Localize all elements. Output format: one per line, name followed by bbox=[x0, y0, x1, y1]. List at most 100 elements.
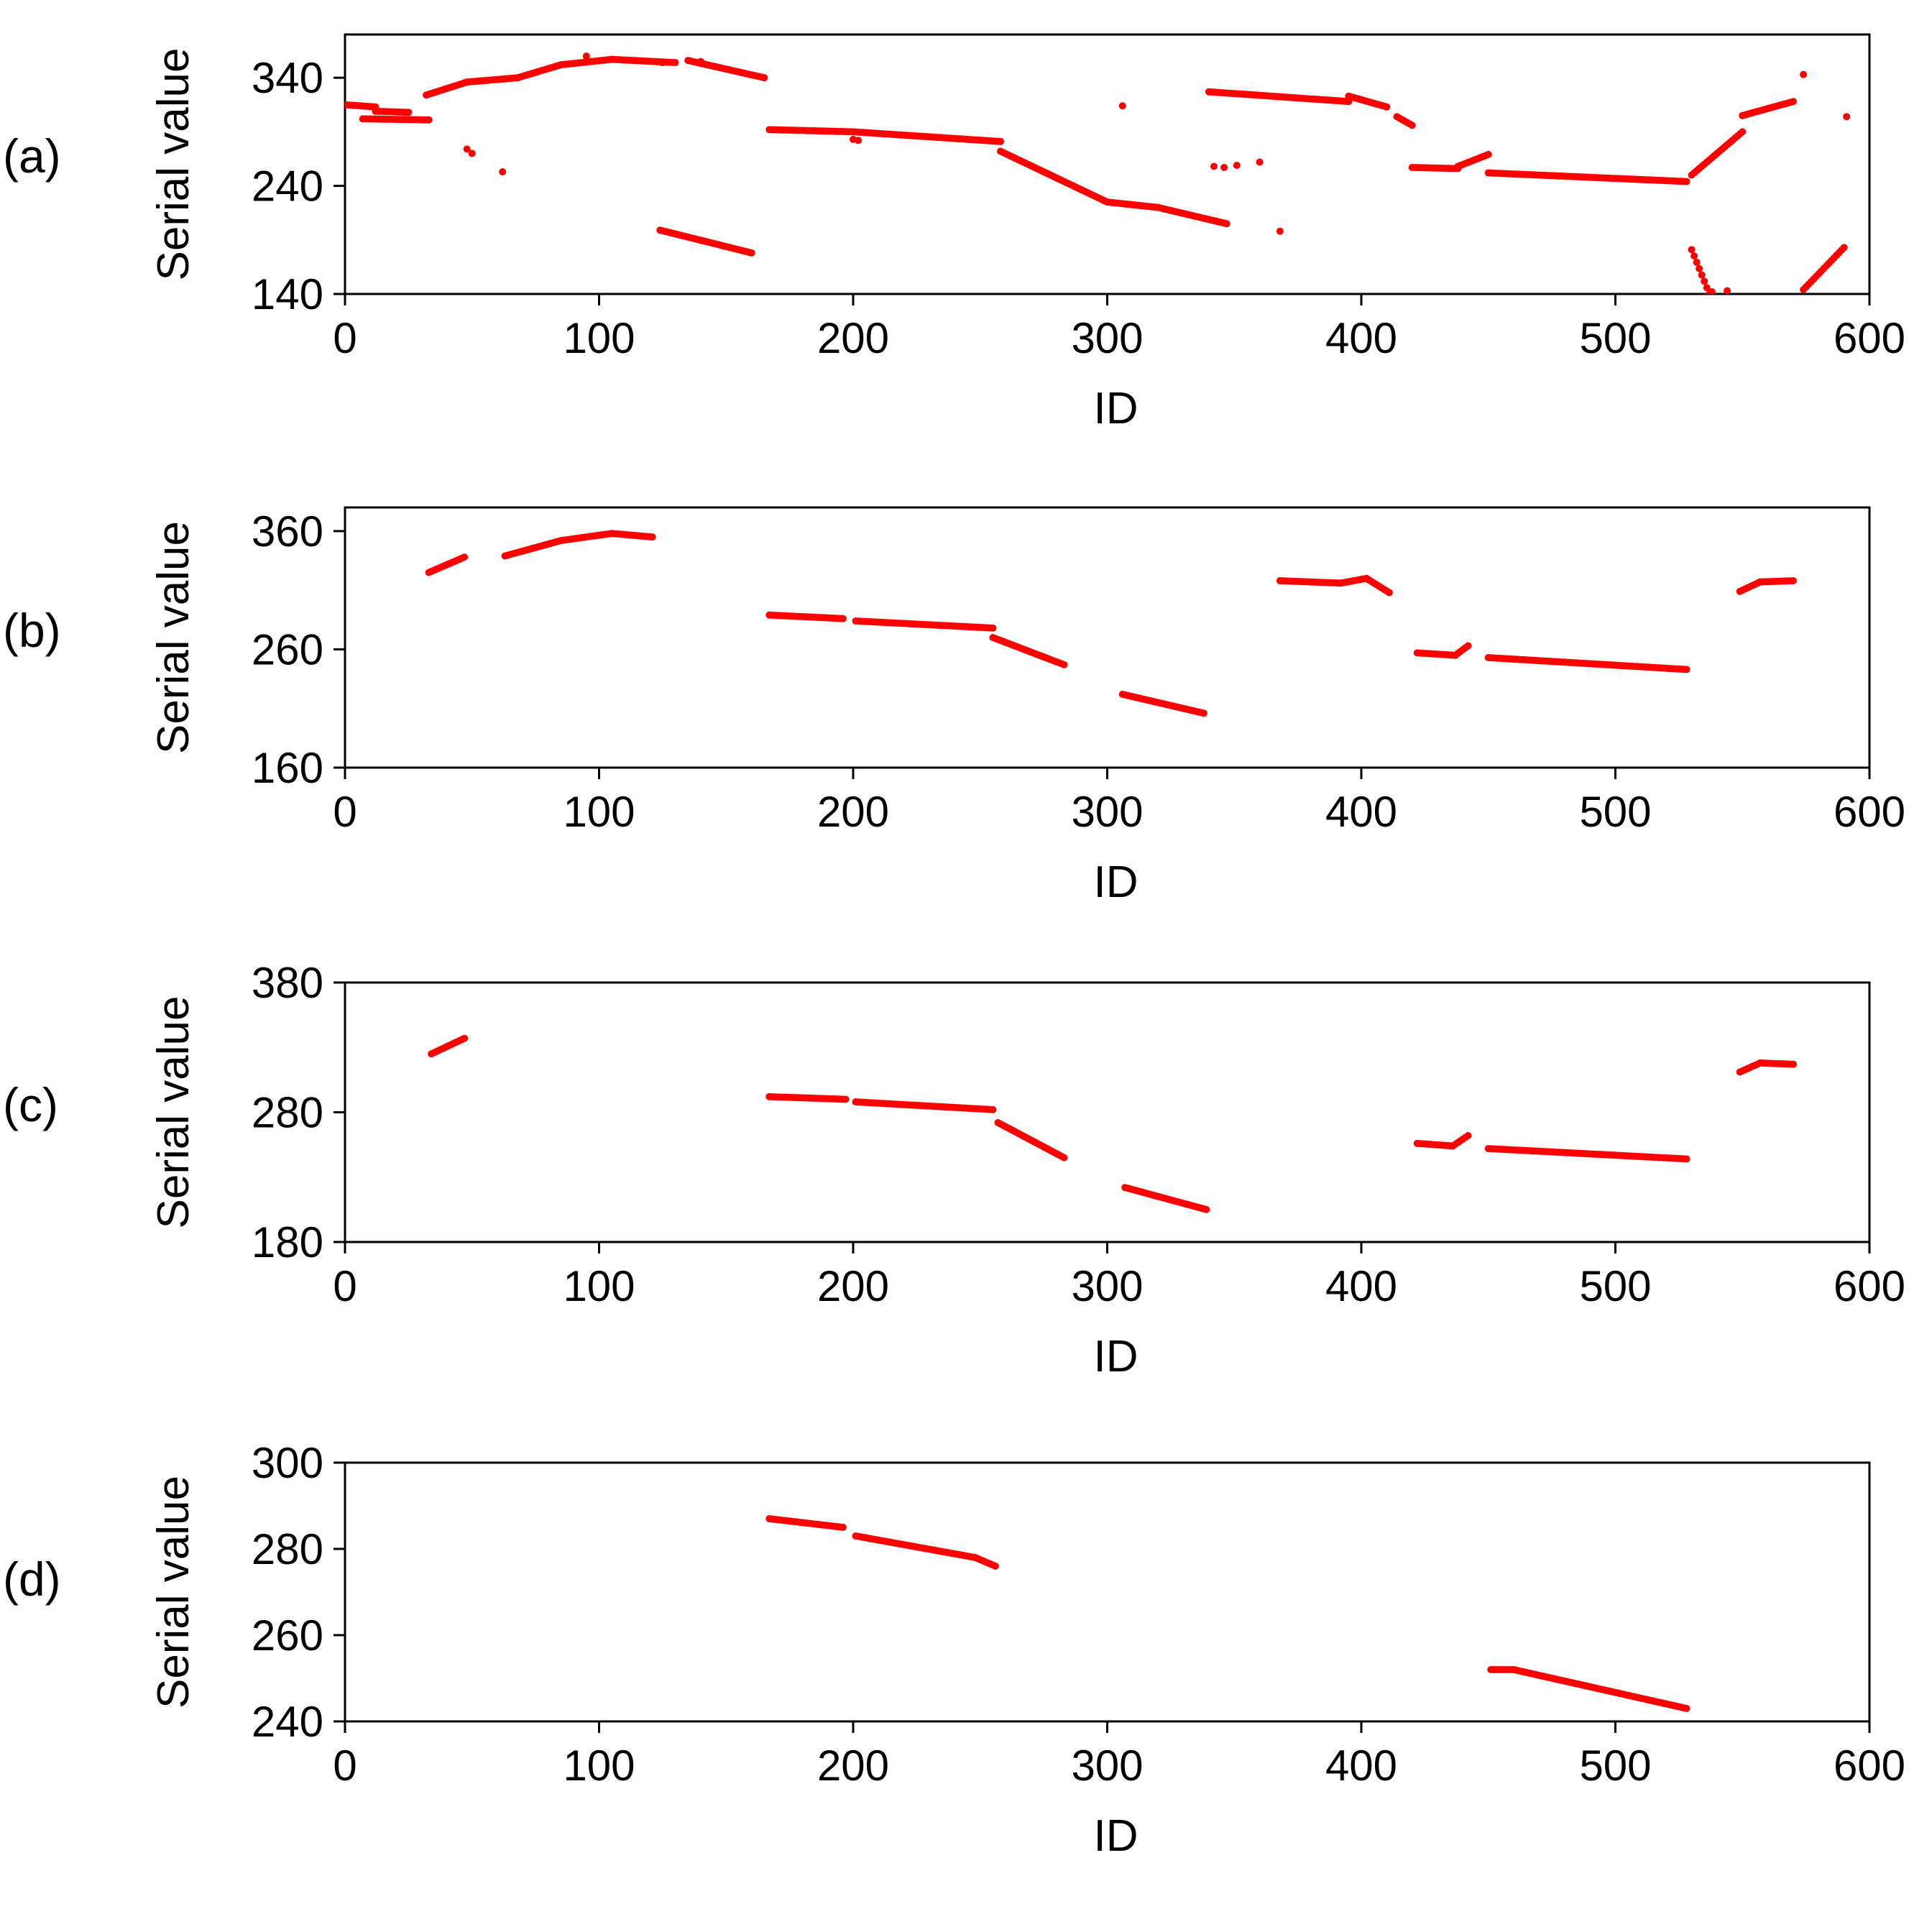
y-tick-label: 240 bbox=[252, 162, 323, 211]
x-tick-label: 500 bbox=[1579, 1262, 1651, 1310]
data-point bbox=[1688, 246, 1696, 254]
data-point bbox=[671, 59, 679, 67]
y-axis-title: Serial value bbox=[149, 521, 198, 754]
plot-frame bbox=[344, 506, 1871, 769]
x-axis-title: ID bbox=[1094, 1811, 1138, 1861]
plot-frame bbox=[344, 981, 1871, 1243]
data-point bbox=[1789, 98, 1797, 106]
data-point bbox=[1683, 1155, 1690, 1163]
x-tick-label: 500 bbox=[1579, 788, 1651, 836]
y-tick-label: 300 bbox=[252, 1439, 323, 1487]
data-point bbox=[1383, 103, 1391, 111]
data-point bbox=[1210, 162, 1218, 170]
data-point bbox=[1202, 1205, 1210, 1213]
data-point bbox=[648, 533, 656, 541]
x-tick-label: 400 bbox=[1325, 1742, 1397, 1790]
data-points bbox=[765, 1515, 1690, 1712]
y-axis-title: Serial value bbox=[149, 1476, 198, 1708]
data-point bbox=[1739, 128, 1747, 136]
data-point bbox=[1789, 1060, 1797, 1068]
data-point bbox=[1060, 1154, 1068, 1162]
data-point bbox=[1724, 287, 1731, 294]
data-point bbox=[468, 150, 476, 157]
data-point bbox=[839, 615, 847, 622]
data-points bbox=[345, 52, 1851, 294]
data-point bbox=[461, 553, 469, 561]
data-point bbox=[1276, 227, 1284, 235]
x-axis-title: ID bbox=[1094, 384, 1138, 433]
data-point bbox=[1789, 577, 1797, 585]
x-axis-title: ID bbox=[1094, 1332, 1138, 1381]
data-point bbox=[989, 624, 997, 632]
data-point bbox=[1233, 162, 1241, 170]
data-point bbox=[1220, 164, 1228, 172]
data-point bbox=[499, 168, 507, 176]
x-tick-label: 600 bbox=[1834, 1742, 1905, 1790]
y-tick-label: 260 bbox=[252, 625, 323, 673]
data-points bbox=[428, 1034, 1797, 1213]
x-tick-label: 600 bbox=[1834, 314, 1905, 362]
data-point bbox=[997, 137, 1005, 145]
data-point bbox=[1464, 1131, 1472, 1139]
y-tick-label: 260 bbox=[252, 1611, 323, 1660]
data-point bbox=[1464, 642, 1472, 650]
x-tick-label: 0 bbox=[333, 1262, 356, 1310]
y-tick-label: 240 bbox=[252, 1698, 323, 1746]
panel-label: (d) bbox=[3, 1552, 61, 1606]
data-point bbox=[1223, 220, 1230, 228]
data-point bbox=[1683, 666, 1690, 673]
data-points bbox=[425, 530, 1797, 717]
data-point bbox=[1698, 271, 1706, 279]
x-tick-label: 100 bbox=[563, 1742, 635, 1790]
x-tick-label: 200 bbox=[817, 1262, 889, 1310]
y-axis-title: Serial value bbox=[149, 48, 198, 281]
x-tick-label: 500 bbox=[1579, 314, 1651, 362]
x-tick-label: 200 bbox=[817, 314, 889, 362]
x-tick-label: 200 bbox=[817, 788, 889, 836]
panel-b: 0 100 200 300 400 500 600 160 260 360 ID Serial val… bbox=[3, 506, 1905, 907]
data-point bbox=[1683, 178, 1690, 185]
data-point bbox=[1701, 277, 1708, 285]
y-tick-label: 140 bbox=[252, 270, 323, 318]
x-tick-label: 200 bbox=[817, 1742, 889, 1790]
data-point bbox=[760, 74, 768, 82]
x-tick-label: 100 bbox=[563, 1262, 635, 1310]
x-tick-label: 300 bbox=[1071, 1262, 1143, 1310]
data-point bbox=[1703, 284, 1711, 292]
x-tick-label: 400 bbox=[1325, 788, 1397, 836]
data-point bbox=[461, 1034, 469, 1042]
data-point bbox=[991, 1563, 999, 1570]
data-point bbox=[1060, 661, 1068, 668]
plot-frame bbox=[344, 33, 1871, 295]
data-point bbox=[1385, 589, 1393, 597]
x-tick-label: 300 bbox=[1071, 788, 1143, 836]
data-point bbox=[1683, 1705, 1690, 1712]
y-tick-label: 340 bbox=[252, 54, 323, 102]
data-point bbox=[1118, 102, 1126, 110]
data-point bbox=[696, 58, 704, 65]
x-tick-label: 400 bbox=[1325, 314, 1397, 362]
data-point bbox=[748, 249, 755, 257]
panel-label: (c) bbox=[3, 1078, 58, 1131]
data-point bbox=[1408, 121, 1416, 129]
x-tick-label: 600 bbox=[1834, 1262, 1905, 1310]
x-tick-label: 100 bbox=[563, 314, 635, 362]
y-tick-label: 360 bbox=[252, 507, 323, 556]
y-axis-title: Serial value bbox=[149, 996, 198, 1229]
data-point bbox=[1690, 252, 1698, 260]
plot-frame bbox=[344, 1461, 1871, 1723]
data-point bbox=[1840, 244, 1848, 252]
x-axis-title: ID bbox=[1094, 857, 1138, 907]
x-tick-label: 300 bbox=[1071, 314, 1143, 362]
data-point bbox=[425, 116, 433, 124]
y-tick-label: 160 bbox=[252, 744, 323, 792]
data-point bbox=[405, 109, 413, 116]
panel-label: (a) bbox=[3, 129, 61, 183]
x-tick-label: 400 bbox=[1325, 1262, 1397, 1310]
x-tick-label: 0 bbox=[333, 788, 356, 836]
data-point bbox=[1200, 709, 1208, 717]
x-tick-label: 600 bbox=[1834, 788, 1905, 836]
x-tick-label: 100 bbox=[563, 788, 635, 836]
data-point bbox=[1256, 158, 1264, 166]
